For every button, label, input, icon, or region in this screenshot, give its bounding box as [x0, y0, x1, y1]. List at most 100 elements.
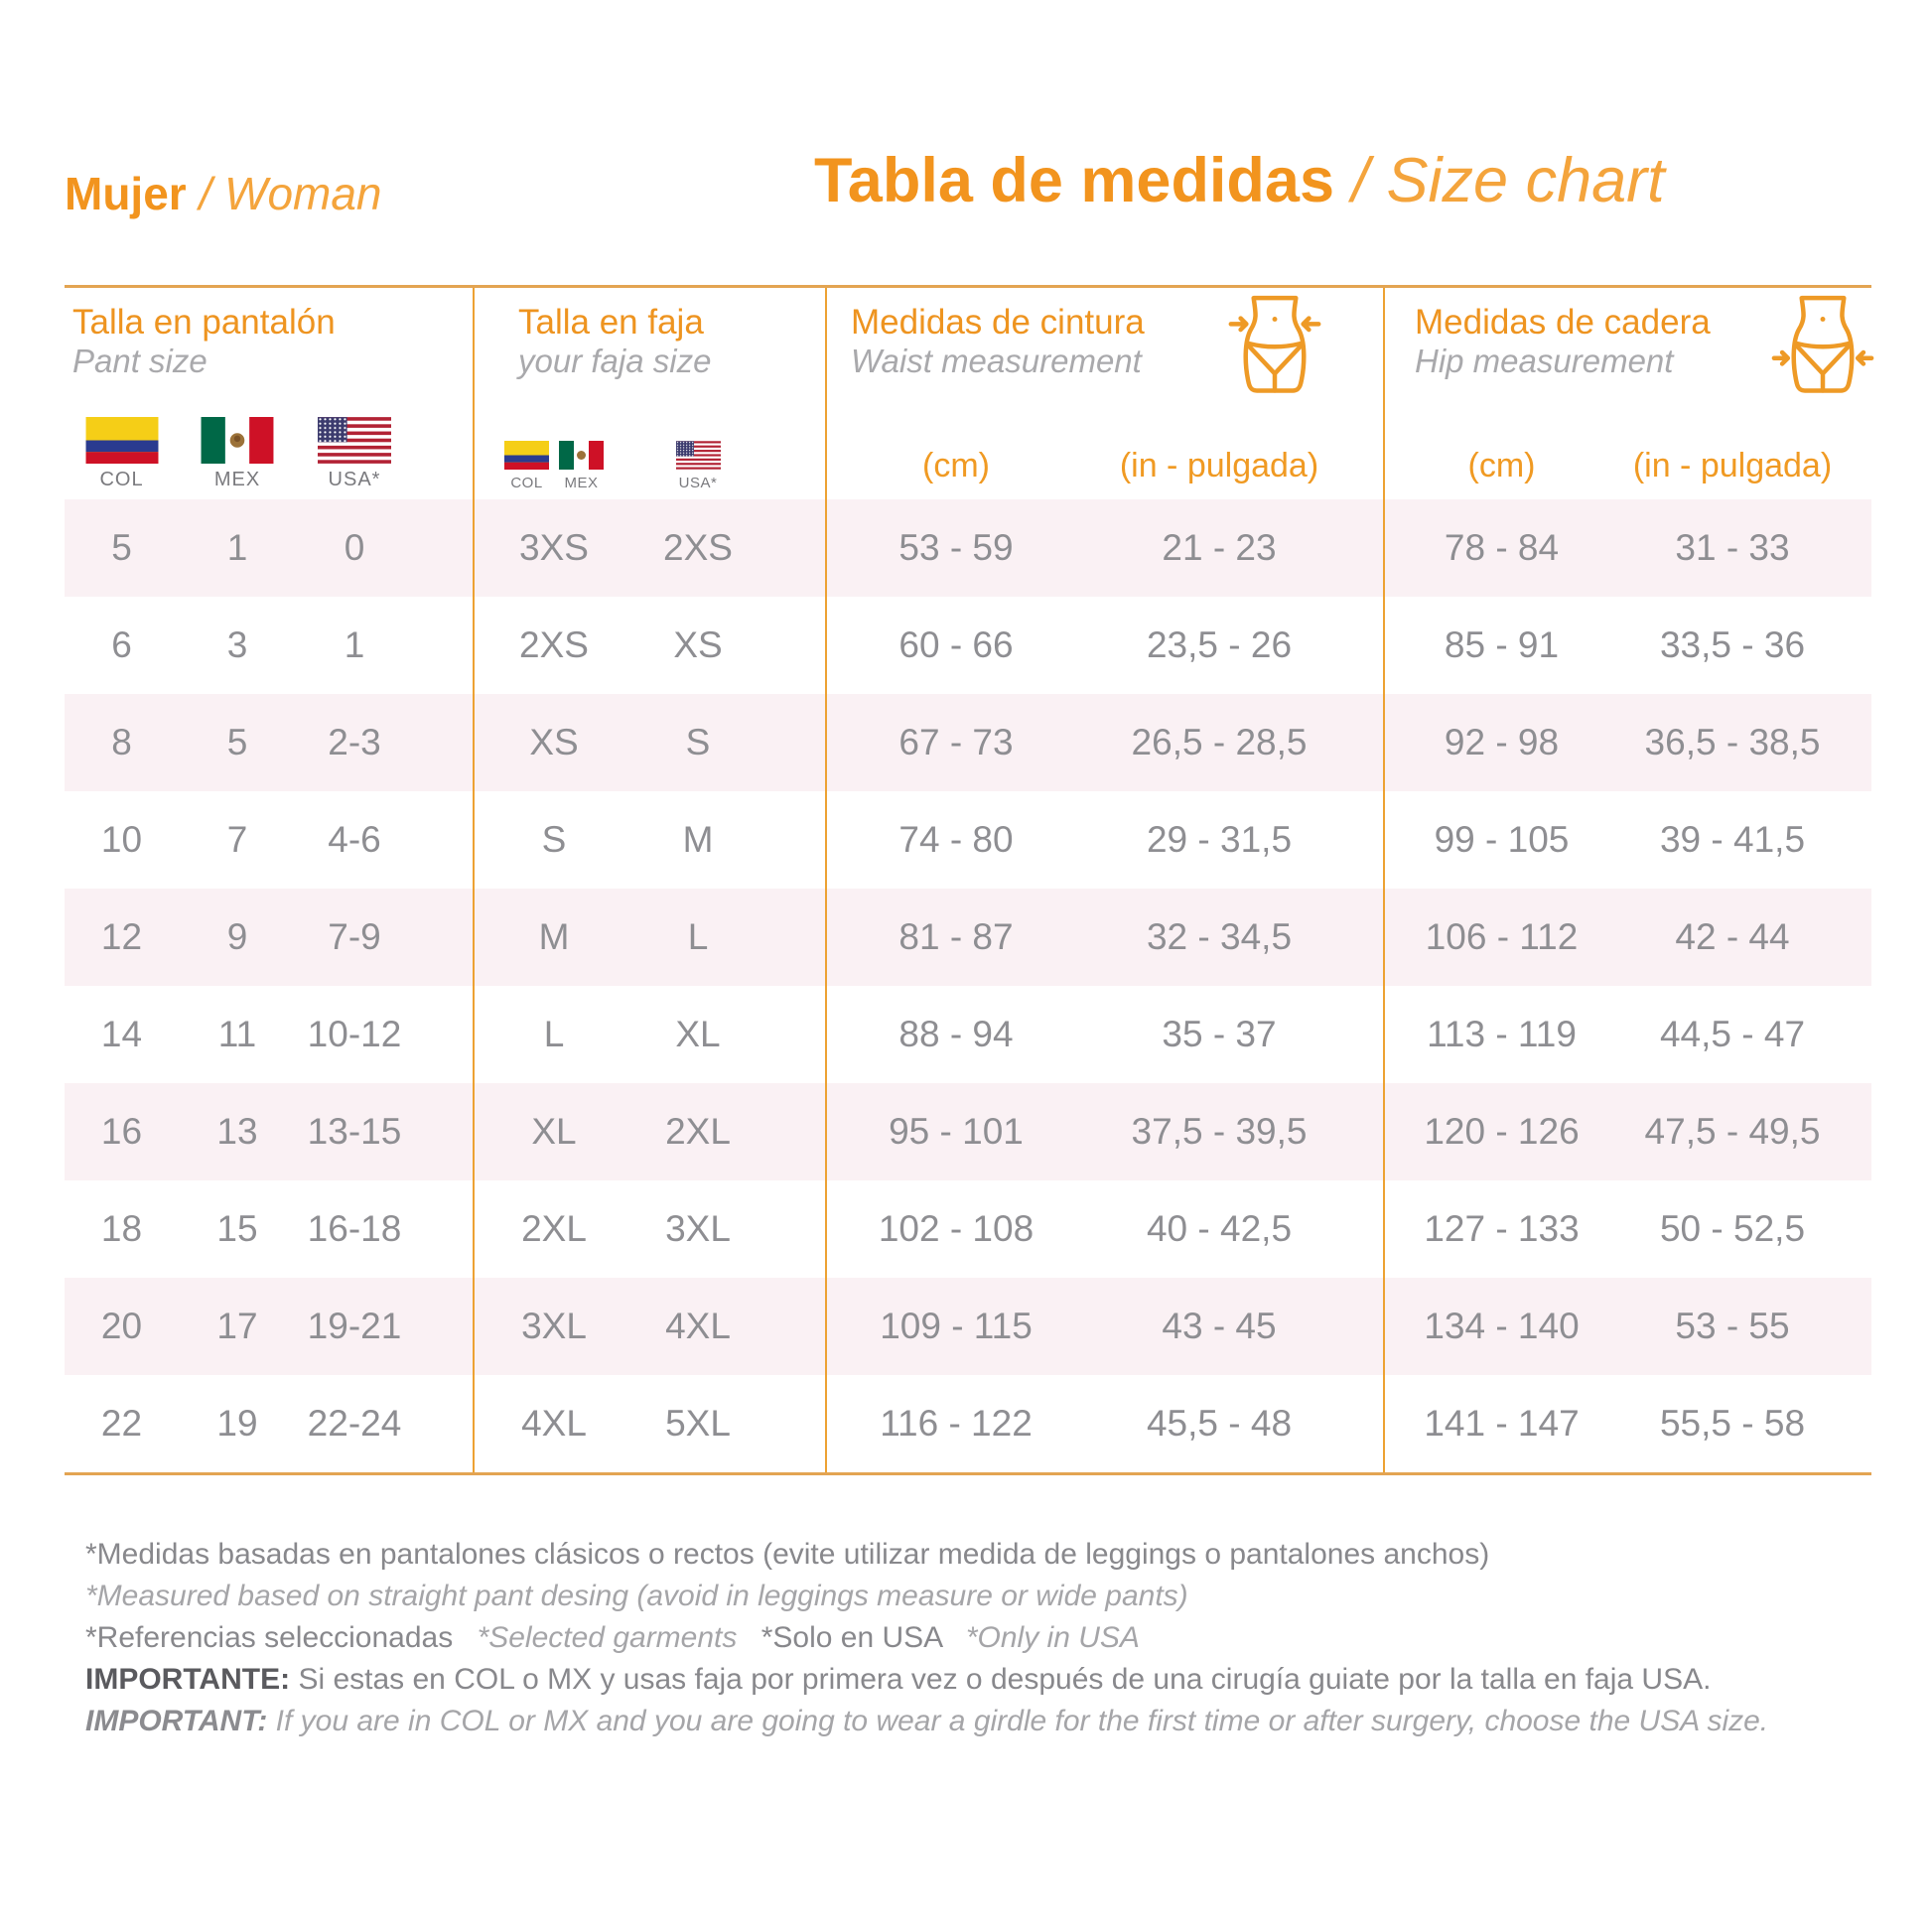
hip-title-es: Medidas de cadera: [1415, 303, 1711, 342]
pant-mex-cell: 5: [226, 722, 248, 762]
mexico-flag-icon: [559, 441, 604, 470]
pant-usa-cell: 22-24: [307, 1403, 402, 1444]
table-row: 85 - 91 33,5 - 36: [1385, 597, 1871, 694]
faja-usa-cell: XL: [675, 1014, 721, 1054]
table-row: 22 19 22-24: [65, 1375, 473, 1472]
page-title-en: / Size chart: [1351, 146, 1665, 215]
table-row: 16 13 13-15: [65, 1083, 473, 1180]
pant-mex-cell: 3: [226, 624, 248, 665]
flag-label-mex: MEX: [213, 469, 261, 490]
gender-heading-en: / Woman: [199, 168, 382, 219]
waist-in-cell: 37,5 - 39,5: [1131, 1111, 1308, 1152]
hip-cm-cell: 78 - 84: [1444, 527, 1560, 568]
hip-in-cell: 39 - 41,5: [1659, 819, 1806, 860]
table-row: 127 - 133 50 - 52,5: [1385, 1180, 1871, 1278]
table-row: 6 3 1: [65, 597, 473, 694]
waist-header: Medidas de cintura Waist measurement (cm…: [827, 288, 1383, 499]
note-important-en: IMPORTANT: If you are in COL or MX and y…: [85, 1701, 1768, 1742]
hip-cm-cell: 92 - 98: [1444, 722, 1560, 762]
page-title-es: Tabla de medidas: [814, 146, 1334, 215]
table-row: 3XS 2XS: [475, 499, 825, 597]
hip-cm-cell: 106 - 112: [1425, 916, 1579, 957]
note-references-en: *Selected garments: [477, 1621, 738, 1654]
pant-usa-cell: 10-12: [307, 1014, 402, 1054]
hip-in-cell: 47,5 - 49,5: [1644, 1111, 1821, 1152]
hip-cm-cell: 99 - 105: [1434, 819, 1570, 860]
faja-usa-cell: 3XL: [665, 1208, 731, 1249]
pant-col-cell: 18: [100, 1208, 143, 1249]
hip-in-cell: 36,5 - 38,5: [1644, 722, 1821, 762]
faja-usa-cell: M: [682, 819, 714, 860]
table-row: 99 - 105 39 - 41,5: [1385, 791, 1871, 889]
waist-units-row: (cm) (in - pulgada): [827, 447, 1383, 485]
pant-usa-cell: 4-6: [328, 819, 381, 860]
colombia-flag-icon: [504, 441, 549, 470]
hip-cm-cell: 113 - 119: [1427, 1014, 1577, 1054]
waist-cm-cell: 95 - 101: [889, 1111, 1024, 1152]
pant-usa-cell: 2-3: [328, 722, 381, 762]
table-row: 18 15 16-18: [65, 1180, 473, 1278]
pant-mex-cell: 15: [216, 1208, 258, 1249]
table-row: 88 - 94 35 - 37: [827, 986, 1383, 1083]
faja-colmex-cell: XS: [529, 722, 579, 762]
column-group-pant-size: Talla en pantalón Pant size COL: [65, 288, 473, 1472]
column-group-hip: Medidas de cadera Hip measurement (cm): [1383, 288, 1874, 1472]
flag-colombia: COL: [85, 417, 159, 491]
footnotes: *Medidas basadas en pantalones clásicos …: [85, 1534, 1768, 1742]
faja-size-title-en: your faja size: [518, 343, 712, 380]
hip-in-cell: 53 - 55: [1675, 1306, 1790, 1346]
table-row: 102 - 108 40 - 42,5: [827, 1180, 1383, 1278]
faja-size-title-es: Talla en faja: [518, 303, 704, 342]
waist-cm-cell: 81 - 87: [898, 916, 1014, 957]
table-row: 120 - 126 47,5 - 49,5: [1385, 1083, 1871, 1180]
waist-in-cell: 26,5 - 28,5: [1131, 722, 1308, 762]
hip-unit-in: (in - pulgada): [1632, 447, 1833, 484]
mexico-flag-icon: [201, 417, 274, 464]
pant-usa-cell: 0: [344, 527, 365, 568]
table-row: 2XS XS: [475, 597, 825, 694]
waist-in-cell: 23,5 - 26: [1146, 624, 1293, 665]
flag-usa: USA*: [318, 417, 391, 491]
page-title: Tabla de medidas / Size chart: [814, 145, 1665, 216]
pant-size-title: Talla en pantalón Pant size: [72, 302, 336, 381]
table-row: 20 17 19-21: [65, 1278, 473, 1375]
hip-cm-cell: 120 - 126: [1424, 1111, 1580, 1152]
hip-cm-cell: 134 - 140: [1424, 1306, 1580, 1346]
waist-title: Medidas de cintura Waist measurement: [851, 302, 1145, 381]
important-text-en: If you are in COL or MX and you are goin…: [275, 1705, 1769, 1737]
important-label-en: IMPORTANT:: [85, 1705, 268, 1737]
waist-cm-cell: 60 - 66: [898, 624, 1014, 665]
pant-col-cell: 14: [100, 1014, 143, 1054]
faja-colmex-cell: M: [538, 916, 570, 957]
faja-usa-cell: L: [687, 916, 709, 957]
faja-usa-cell: 4XL: [665, 1306, 731, 1346]
faja-usa-cell: 5XL: [665, 1403, 731, 1444]
pant-col-cell: 8: [111, 722, 132, 762]
table-row: 4XL 5XL: [475, 1375, 825, 1472]
hip-cm-cell: 141 - 147: [1424, 1403, 1580, 1444]
pant-col-cell: 6: [111, 624, 132, 665]
pant-usa-cell: 13-15: [307, 1111, 402, 1152]
table-row: L XL: [475, 986, 825, 1083]
table-row: 67 - 73 26,5 - 28,5: [827, 694, 1383, 791]
table-row: 95 - 101 37,5 - 39,5: [827, 1083, 1383, 1180]
table-row: 14 11 10-12: [65, 986, 473, 1083]
waist-in-cell: 32 - 34,5: [1146, 916, 1293, 957]
table-row: 3XL 4XL: [475, 1278, 825, 1375]
pant-usa-cell: 1: [344, 624, 365, 665]
table-row: 134 - 140 53 - 55: [1385, 1278, 1871, 1375]
pant-usa-cell: 19-21: [307, 1306, 402, 1346]
important-label-es: IMPORTANTE:: [85, 1663, 291, 1696]
table-row: 8 5 2-3: [65, 694, 473, 791]
usa-flag-icon: [675, 441, 721, 470]
table-row: XL 2XL: [475, 1083, 825, 1180]
table-row: 109 - 115 43 - 45: [827, 1278, 1383, 1375]
gender-heading: Mujer / Woman: [65, 167, 382, 220]
pant-size-title-en: Pant size: [72, 343, 207, 380]
flag-label-usa: USA*: [678, 475, 718, 491]
waist-cm-cell: 102 - 108: [878, 1208, 1035, 1249]
important-text-es: Si estas en COL o MX y usas faja por pri…: [298, 1663, 1712, 1696]
table-row: 113 - 119 44,5 - 47: [1385, 986, 1871, 1083]
usa-flag-icon: [318, 417, 391, 464]
flag-label-col: COL: [99, 469, 144, 490]
